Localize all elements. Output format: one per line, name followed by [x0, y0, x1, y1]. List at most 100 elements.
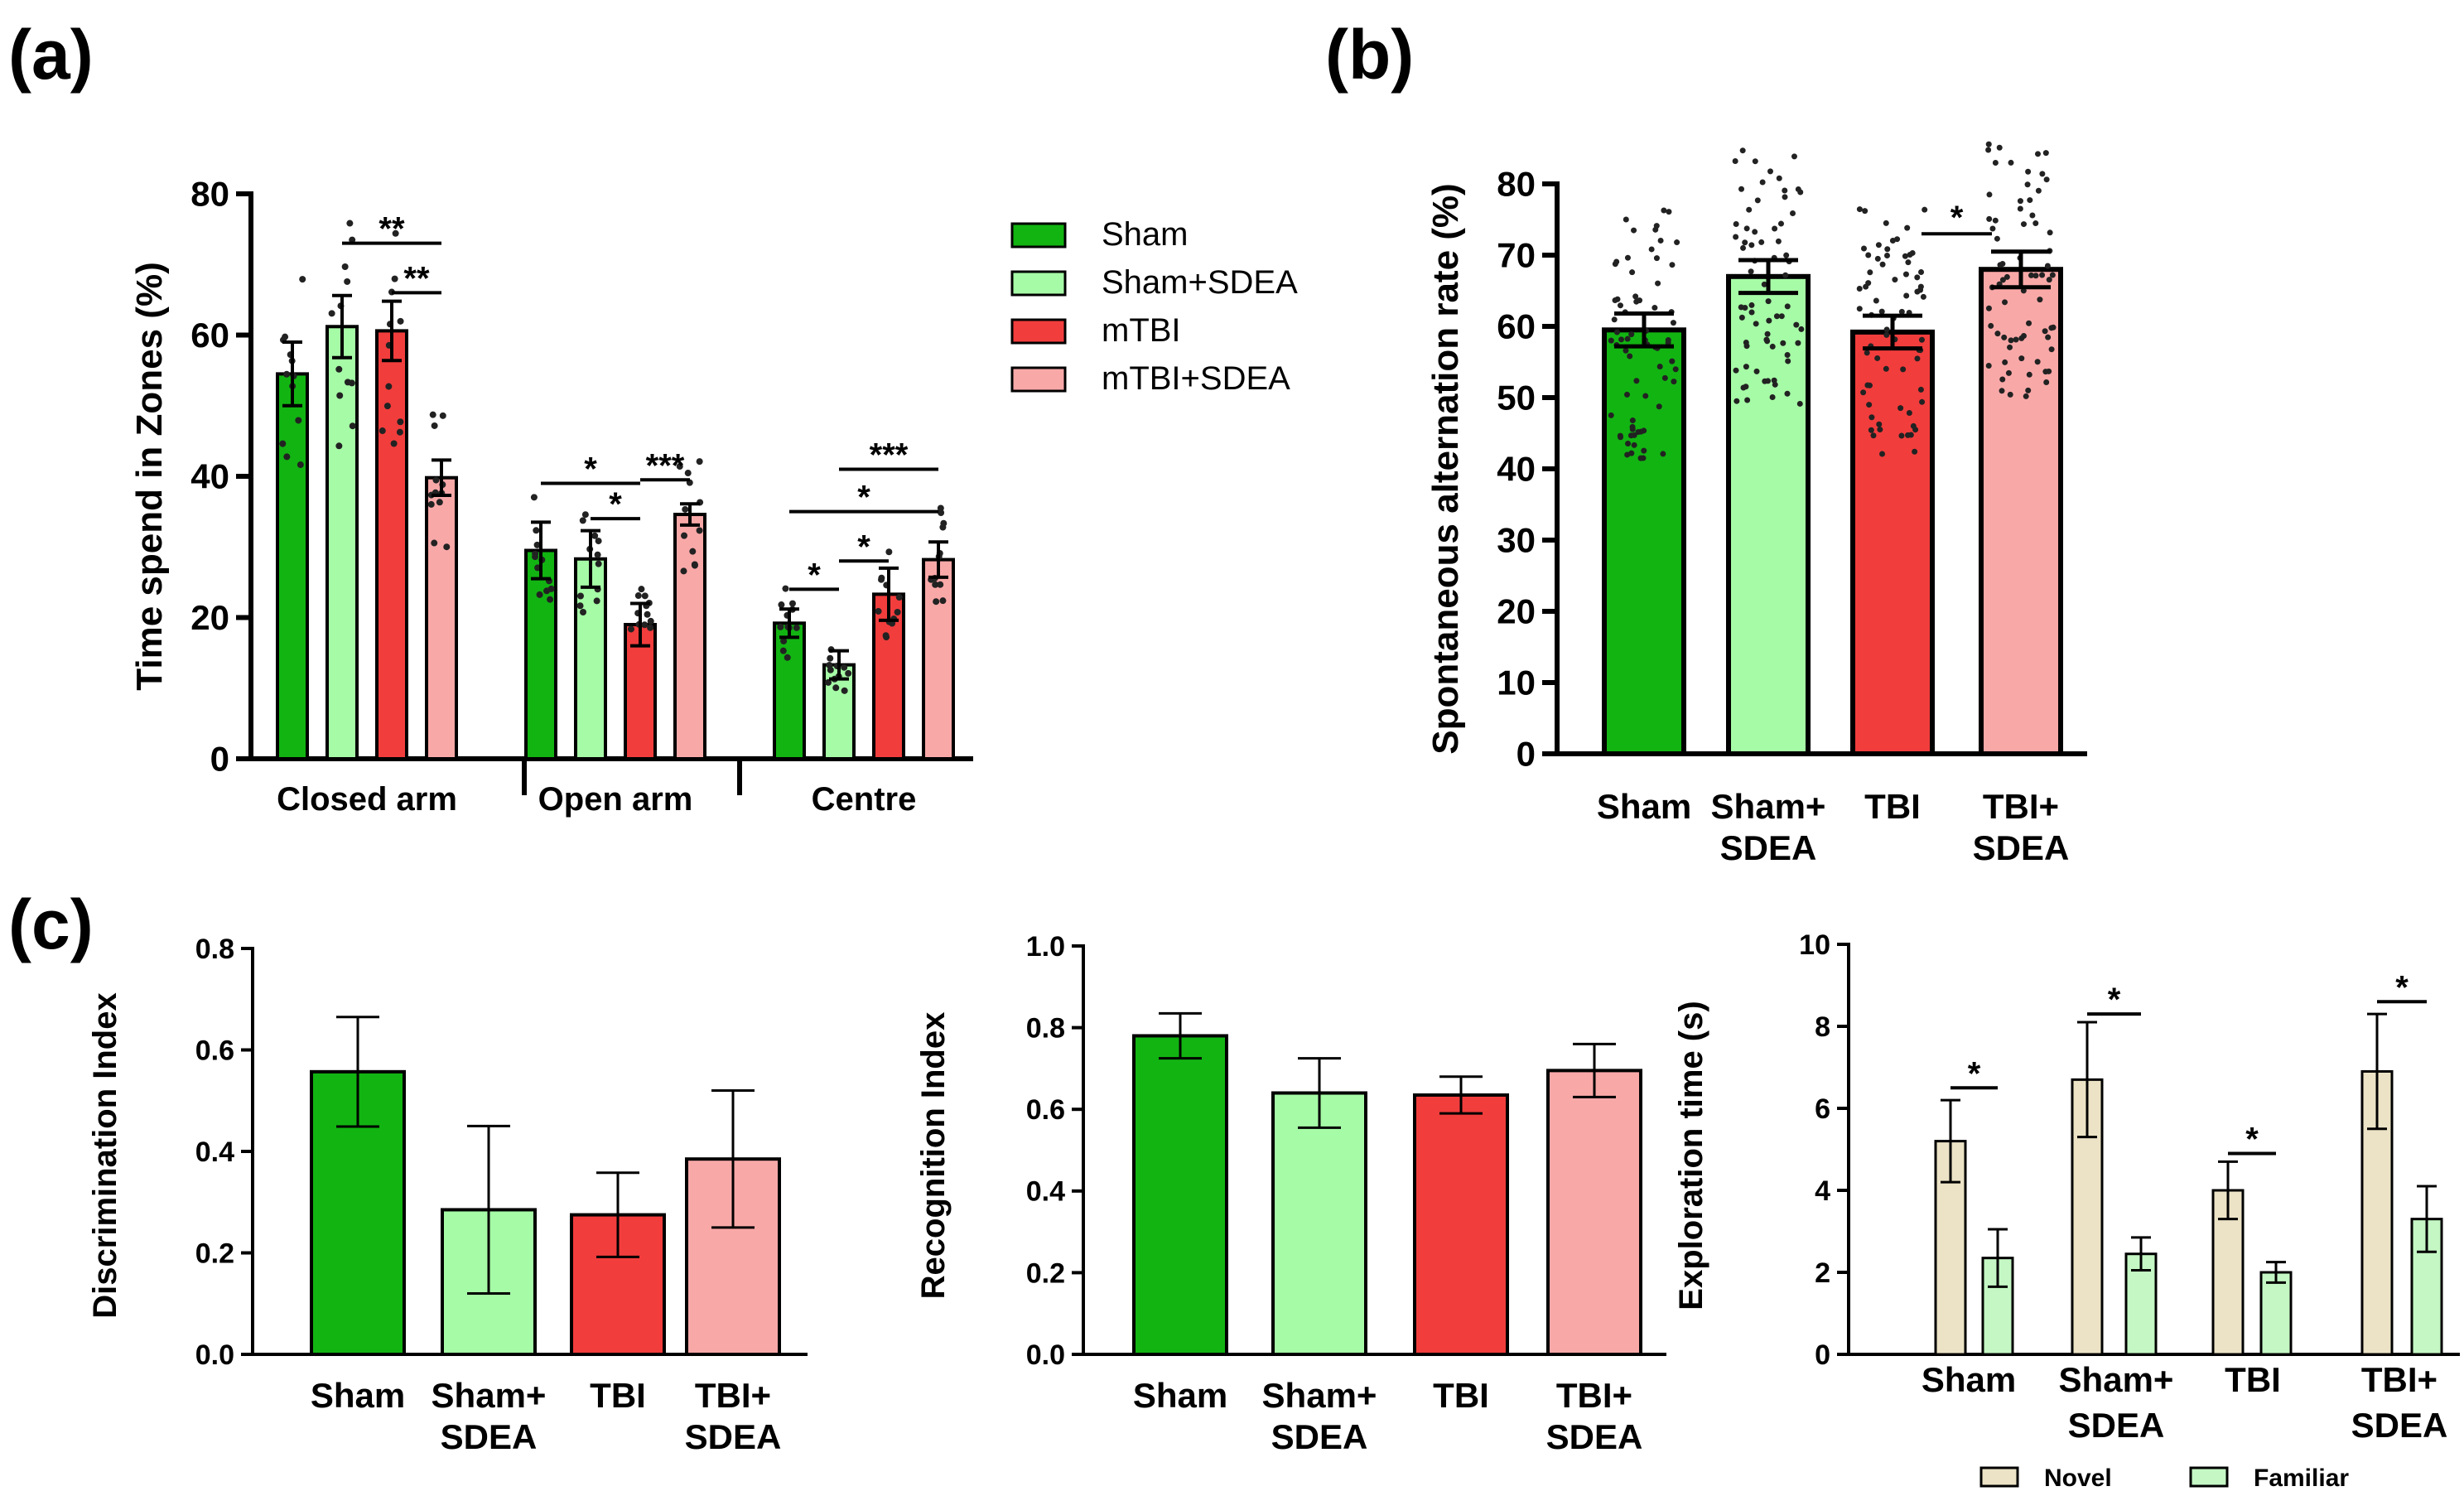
- chart-b-data-point: [1753, 321, 1759, 327]
- chart-b-data-point: [2029, 212, 2036, 219]
- chart-b-data-point: [1773, 313, 1780, 320]
- chart-a-data-point: [937, 504, 944, 512]
- chart-a-data-point: [591, 532, 599, 539]
- chart-a-data-point: [335, 442, 343, 450]
- chart-c3-significance-label: *: [1968, 1055, 1981, 1092]
- chart-b-data-point: [1898, 432, 1905, 439]
- chart-b-data-point: [1780, 340, 1787, 346]
- chart-b-data-point: [1752, 229, 1758, 235]
- chart-c1-discrimination: 0.0 0.2 0.4 0.6 0.8 Discrimination Index Sham S…: [87, 934, 808, 1456]
- chart-a-significance-label: **: [379, 211, 405, 248]
- chart-b-data-point: [1754, 197, 1761, 204]
- chart-a-data-point: [680, 567, 687, 575]
- chart-a-data-point: [641, 621, 649, 629]
- chart-b-data-point: [2002, 359, 2008, 365]
- chart-a-data-point: [429, 411, 436, 418]
- chart-a-data-point: [647, 617, 654, 625]
- chart-c3-y-tick-label: 8: [1815, 1011, 1830, 1043]
- chart-b-y-label: Spontaneous alternation rate (%): [1425, 183, 1466, 754]
- chart-c3-significance-label: *: [2245, 1121, 2259, 1157]
- chart-a-data-point: [431, 539, 438, 547]
- chart-b-bar: [1979, 267, 2063, 756]
- chart-b-data-point: [1873, 297, 1879, 304]
- chart-c3-bar: [2259, 1271, 2293, 1356]
- chart-a-data-point: [543, 587, 551, 595]
- chart-b-data-point: [1907, 252, 1913, 258]
- chart-b-significance-label: *: [1950, 200, 1964, 236]
- chart-b-data-point: [1769, 394, 1776, 401]
- chart-b-alternation: 0 10 20 30 40 50 60 70 80 Spontaneous alternation…: [1425, 141, 2087, 867]
- chart-b-data-point: [1653, 255, 1660, 262]
- chart-a-data-point: [580, 608, 587, 615]
- chart-b-data-point: [1674, 239, 1680, 246]
- chart-b-data-point: [1631, 432, 1637, 438]
- chart-a-y-tick-label: 20: [190, 598, 229, 637]
- panel-label-c: (c): [8, 886, 94, 963]
- chart-b-data-point: [1986, 215, 1993, 222]
- chart-b-data-point: [1637, 455, 1644, 461]
- chart-b-data-point: [2024, 181, 2031, 188]
- chart-b-data-point: [2048, 346, 2055, 353]
- chart-b-data-point: [1629, 269, 1636, 276]
- chart-b-data-point: [1623, 391, 1630, 398]
- chart-b-data-point: [2007, 391, 2013, 398]
- chart-b-data-point: [2032, 220, 2039, 227]
- chart-b-data-point: [2026, 320, 2032, 326]
- chart-a-data-point: [283, 370, 291, 378]
- chart-b-data-point: [1742, 239, 1748, 246]
- chart-b-data-point: [1738, 186, 1745, 192]
- chart-a-data-point: [581, 511, 589, 519]
- chart-b-data-point: [1988, 322, 1994, 329]
- chart-b-data-point: [1618, 336, 1625, 343]
- chart-b-data-point: [1902, 253, 1908, 259]
- chart-b-data-point: [1661, 374, 1668, 381]
- chart-b-data-point: [1733, 220, 1739, 227]
- chart-b-data-point: [1856, 306, 1863, 312]
- chart-b-data-point: [1660, 451, 1666, 457]
- chart-b-data-point: [1648, 246, 1655, 253]
- chart-b-data-point: [1758, 239, 1765, 245]
- chart-a-legend-swatch: [1010, 366, 1067, 393]
- chart-b-data-point: [1914, 274, 1921, 281]
- chart-a-significance-label: *: [808, 557, 821, 593]
- chart-b-data-point: [2046, 277, 2052, 283]
- panel-label-b: (b): [1325, 16, 1414, 94]
- chart-a-data-point: [841, 664, 848, 671]
- chart-c2-y-tick-label: 1.0: [1026, 931, 1065, 963]
- chart-b-data-point: [1906, 410, 1912, 417]
- chart-a-y-tick-label: 40: [190, 457, 229, 496]
- chart-b-data-point: [1898, 308, 1905, 315]
- chart-b-data-point: [2007, 344, 2013, 350]
- chart-b-data-point: [1742, 304, 1748, 311]
- chart-c2-x-tick-label: TBI: [1433, 1376, 1489, 1415]
- chart-b-data-point: [2043, 176, 2050, 183]
- chart-b-data-point: [1748, 309, 1755, 316]
- chart-b-data-point: [1862, 208, 1868, 215]
- chart-b-data-point: [2005, 369, 2012, 376]
- chart-a-legend-label: mTBI+SDEA: [1102, 360, 1290, 397]
- chart-b-data-point: [1733, 367, 1739, 374]
- chart-b-data-point: [1798, 326, 1805, 332]
- chart-b-data-point: [1917, 386, 1924, 393]
- chart-c2-recognition: 0.0 0.2 0.4 0.6 0.8 1.0 Recognition Index Sham S…: [915, 931, 1666, 1456]
- chart-a-data-point: [397, 317, 404, 325]
- chart-a-data-point: [431, 422, 438, 429]
- chart-a-data-point: [299, 276, 306, 283]
- chart-b-data-point: [2046, 368, 2052, 374]
- chart-b-data-point: [1765, 298, 1772, 305]
- chart-b-data-point: [2008, 159, 2014, 166]
- chart-a-data-point: [883, 634, 890, 641]
- chart-b-data-point: [1864, 350, 1870, 356]
- chart-a-data-point: [283, 453, 291, 461]
- chart-a-significance-label: ***: [646, 447, 685, 484]
- chart-b-data-point: [1637, 297, 1643, 304]
- chart-c1-y-tick-label: 0.0: [195, 1339, 234, 1371]
- chart-b-data-point: [1922, 206, 1928, 213]
- chart-a-data-point: [682, 505, 689, 513]
- chart-b-data-point: [1656, 363, 1663, 369]
- chart-a-data-point: [349, 422, 356, 430]
- chart-b-data-point: [1793, 321, 1800, 328]
- chart-b-data-point: [1632, 293, 1639, 300]
- chart-b-data-point: [2032, 273, 2039, 279]
- chart-b-y-tick-label: 60: [1497, 307, 1536, 346]
